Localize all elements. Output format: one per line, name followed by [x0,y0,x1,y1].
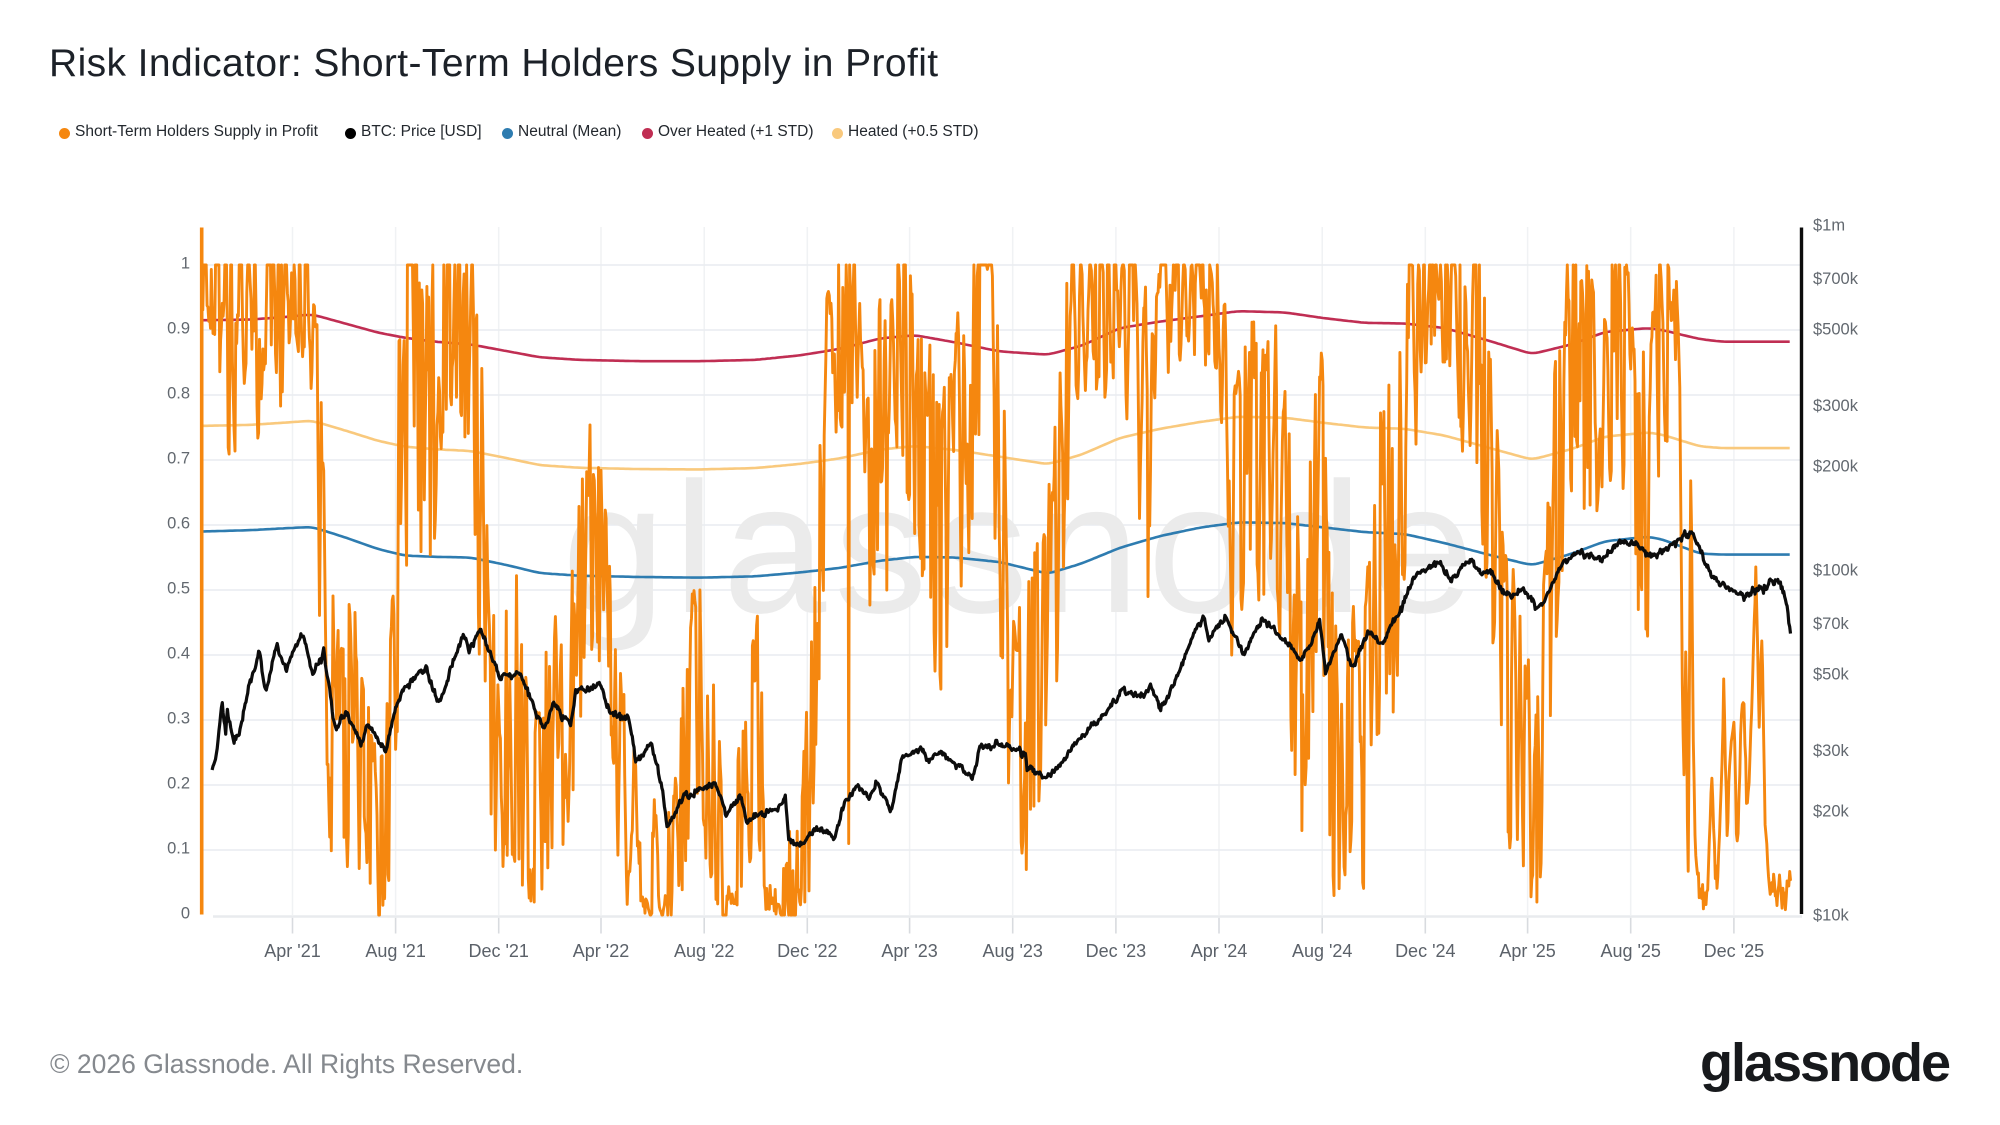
svg-text:Aug '23: Aug '23 [982,941,1043,961]
svg-text:0.7: 0.7 [167,450,190,468]
svg-text:Apr '24: Apr '24 [1191,941,1247,961]
svg-text:Apr '23: Apr '23 [881,941,937,961]
svg-text:0.2: 0.2 [167,775,190,793]
svg-text:1: 1 [181,255,190,273]
svg-text:$10k: $10k [1813,907,1850,925]
svg-text:$300k: $300k [1813,397,1859,415]
svg-text:Dec '21: Dec '21 [468,941,528,961]
svg-text:Dec '24: Dec '24 [1395,941,1455,961]
svg-text:Dec '23: Dec '23 [1086,941,1146,961]
svg-text:$200k: $200k [1813,458,1859,476]
svg-text:$20k: $20k [1813,803,1850,821]
svg-text:Apr '21: Apr '21 [264,941,320,961]
svg-text:$50k: $50k [1813,665,1850,683]
svg-text:0.5: 0.5 [167,580,190,598]
svg-text:$1m: $1m [1813,217,1845,235]
svg-text:Aug '21: Aug '21 [365,941,426,961]
svg-text:0.4: 0.4 [167,645,190,663]
svg-text:$70k: $70k [1813,615,1850,633]
svg-text:Aug '22: Aug '22 [674,941,735,961]
svg-text:$30k: $30k [1813,742,1850,760]
svg-text:Apr '25: Apr '25 [1499,941,1555,961]
svg-text:$500k: $500k [1813,320,1859,338]
svg-text:0: 0 [181,905,190,923]
svg-text:Aug '25: Aug '25 [1600,941,1661,961]
svg-text:0.1: 0.1 [167,840,190,858]
svg-text:Dec '25: Dec '25 [1704,941,1764,961]
svg-text:Dec '22: Dec '22 [777,941,837,961]
svg-text:0.3: 0.3 [167,710,190,728]
svg-text:$700k: $700k [1813,270,1859,288]
svg-text:0.6: 0.6 [167,515,190,533]
svg-text:$100k: $100k [1813,562,1859,580]
svg-text:0.8: 0.8 [167,385,190,403]
svg-text:Aug '24: Aug '24 [1292,941,1353,961]
svg-text:0.9: 0.9 [167,320,190,338]
svg-text:Apr '22: Apr '22 [573,941,629,961]
